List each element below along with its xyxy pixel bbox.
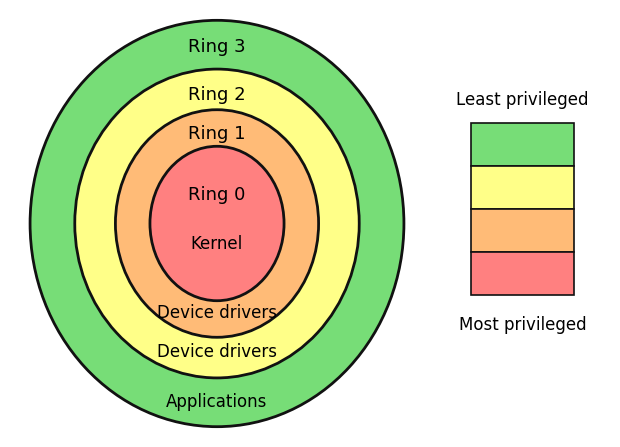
Ellipse shape <box>115 110 319 337</box>
Ellipse shape <box>75 69 359 378</box>
Text: Most privileged: Most privileged <box>459 316 586 334</box>
Text: Device drivers: Device drivers <box>157 342 277 360</box>
Text: Device drivers: Device drivers <box>157 304 277 322</box>
Text: Kernel: Kernel <box>191 235 243 253</box>
Bar <box>471 252 574 295</box>
Text: Ring 0: Ring 0 <box>188 186 246 204</box>
Text: Ring 3: Ring 3 <box>188 38 246 56</box>
Text: Ring 1: Ring 1 <box>188 125 246 143</box>
Text: Applications: Applications <box>166 393 268 411</box>
Bar <box>471 166 574 209</box>
Ellipse shape <box>150 146 284 301</box>
Text: Least privileged: Least privileged <box>456 91 588 109</box>
Bar <box>471 123 574 166</box>
Bar <box>471 209 574 252</box>
Ellipse shape <box>30 20 404 427</box>
Text: Ring 2: Ring 2 <box>188 87 246 105</box>
